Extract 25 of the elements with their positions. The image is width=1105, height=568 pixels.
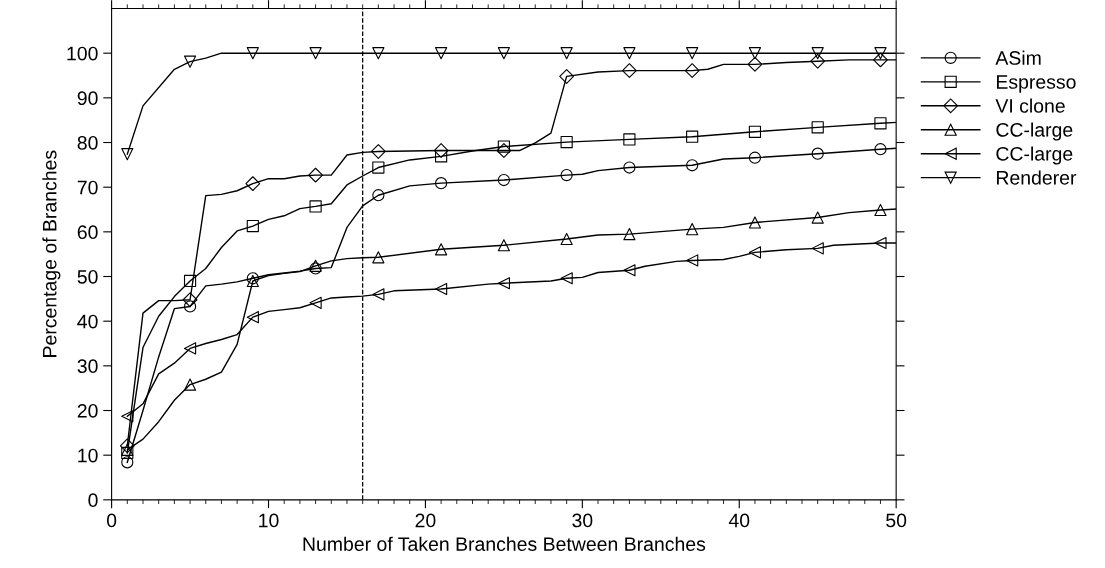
legend-label: Renderer [996,170,1077,185]
y-axis-title: Percentage of Branches [42,150,61,357]
legend-label: CC-large [996,122,1073,141]
x-tick-label: 40 [728,513,750,528]
y-tick-label: 10 [78,448,98,463]
y-tick-label: 30 [77,359,98,374]
x-tick-label: 10 [259,513,279,528]
x-tick-label: 20 [415,513,436,528]
y-tick-label: 20 [77,403,98,418]
x-tick-label: 30 [572,513,593,528]
legend-label: ASim [995,50,1041,65]
y-tick-label: 60 [77,225,98,240]
legend-label: Espresso [996,75,1076,93]
y-tick-label: 0 [88,493,98,508]
y-tick-label: 40 [77,314,98,329]
legend-label: CC-large [996,146,1073,165]
x-tick-label: 0 [106,513,117,528]
y-tick-label: 80 [77,135,98,150]
x-tick-label: 50 [886,513,907,528]
legend-label: VI clone [995,98,1065,113]
y-tick-label: 100 [67,46,98,61]
y-tick-label: 50 [77,269,98,284]
y-tick-label: 90 [77,91,98,106]
x-axis-title: Number of Taken Branches Between Branches [303,536,706,551]
y-tick-label: 70 [77,180,98,195]
